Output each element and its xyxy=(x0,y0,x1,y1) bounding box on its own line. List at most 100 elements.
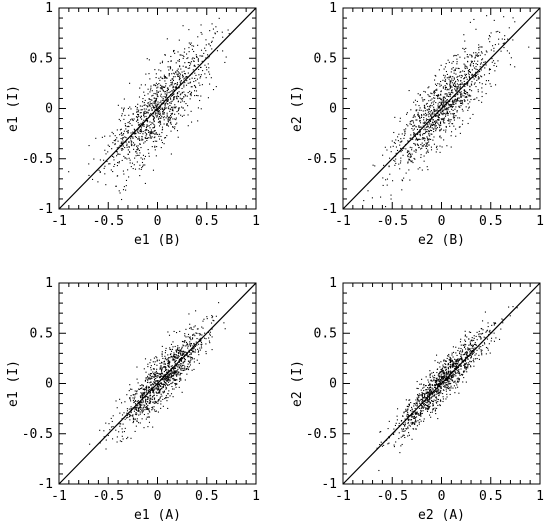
data-point xyxy=(129,162,131,164)
data-point xyxy=(438,388,440,390)
data-point xyxy=(126,126,128,128)
data-point xyxy=(433,380,435,382)
data-point xyxy=(428,407,430,409)
data-point xyxy=(195,56,198,58)
data-point xyxy=(176,351,178,353)
data-point xyxy=(142,165,144,167)
data-point xyxy=(179,350,182,352)
data-point xyxy=(187,367,189,369)
data-point xyxy=(182,57,184,59)
data-point xyxy=(421,169,423,171)
data-point xyxy=(150,369,152,371)
data-point xyxy=(528,46,530,48)
data-point xyxy=(171,365,173,367)
data-point xyxy=(487,326,489,328)
data-point xyxy=(427,105,429,108)
data-point xyxy=(197,348,199,350)
data-point xyxy=(420,394,422,396)
data-point xyxy=(182,65,184,67)
data-point xyxy=(166,38,168,40)
data-point xyxy=(416,128,419,131)
data-point xyxy=(154,379,156,381)
data-point xyxy=(145,388,147,390)
data-point xyxy=(183,84,185,86)
data-point xyxy=(432,119,434,121)
data-point xyxy=(411,119,413,122)
data-point xyxy=(447,114,449,116)
data-point xyxy=(450,146,452,148)
data-point xyxy=(449,96,451,98)
data-point xyxy=(204,73,206,75)
data-point xyxy=(181,353,183,355)
data-point xyxy=(498,43,500,45)
data-point xyxy=(169,372,171,374)
data-point xyxy=(146,385,148,387)
data-point xyxy=(378,469,380,472)
data-point xyxy=(444,93,446,95)
data-point xyxy=(455,73,457,75)
data-point xyxy=(503,47,505,49)
data-point xyxy=(140,112,142,114)
data-point xyxy=(144,358,147,360)
data-point xyxy=(412,138,414,140)
data-point xyxy=(418,109,420,111)
data-point xyxy=(190,356,192,358)
data-point xyxy=(425,129,427,131)
data-point xyxy=(123,186,125,188)
data-point xyxy=(142,154,144,156)
data-point xyxy=(460,83,462,85)
data-point xyxy=(431,395,433,397)
data-point xyxy=(423,117,425,119)
data-point xyxy=(128,114,130,116)
data-point xyxy=(118,190,120,192)
data-point xyxy=(164,137,167,139)
data-point xyxy=(156,95,158,97)
data-point xyxy=(127,132,129,134)
data-point xyxy=(177,366,179,368)
data-point xyxy=(459,71,461,73)
data-point xyxy=(489,68,491,70)
data-point xyxy=(155,356,157,358)
data-point xyxy=(463,377,465,379)
data-point xyxy=(169,108,171,110)
data-point xyxy=(428,116,430,118)
data-point xyxy=(418,146,420,148)
data-point xyxy=(454,95,456,97)
data-point xyxy=(466,56,468,58)
data-point xyxy=(136,108,138,110)
data-point xyxy=(191,48,193,50)
data-point xyxy=(433,91,436,93)
data-point xyxy=(156,104,158,107)
data-point xyxy=(430,138,432,140)
data-point xyxy=(169,377,171,379)
data-point xyxy=(419,135,421,137)
data-point xyxy=(156,87,158,89)
data-point xyxy=(468,68,471,71)
data-point xyxy=(405,148,407,150)
data-point xyxy=(427,114,429,116)
data-point xyxy=(413,157,415,160)
data-point xyxy=(504,35,506,37)
data-point xyxy=(134,413,136,415)
data-point xyxy=(179,66,181,68)
data-point xyxy=(169,360,171,362)
data-point xyxy=(440,103,442,106)
data-point xyxy=(161,60,164,62)
data-point xyxy=(427,408,429,410)
data-point xyxy=(156,364,158,366)
data-point xyxy=(161,369,163,371)
data-point xyxy=(109,135,111,137)
data-point xyxy=(460,344,462,346)
data-point xyxy=(157,375,159,377)
data-point xyxy=(411,149,413,151)
data-point xyxy=(416,402,418,405)
data-point xyxy=(392,180,394,182)
data-point xyxy=(144,392,146,394)
data-point xyxy=(469,341,471,343)
data-point xyxy=(176,370,178,372)
data-point xyxy=(187,82,189,84)
data-point xyxy=(446,95,448,97)
data-point xyxy=(391,140,393,142)
data-point xyxy=(479,82,481,84)
data-point xyxy=(437,379,440,381)
